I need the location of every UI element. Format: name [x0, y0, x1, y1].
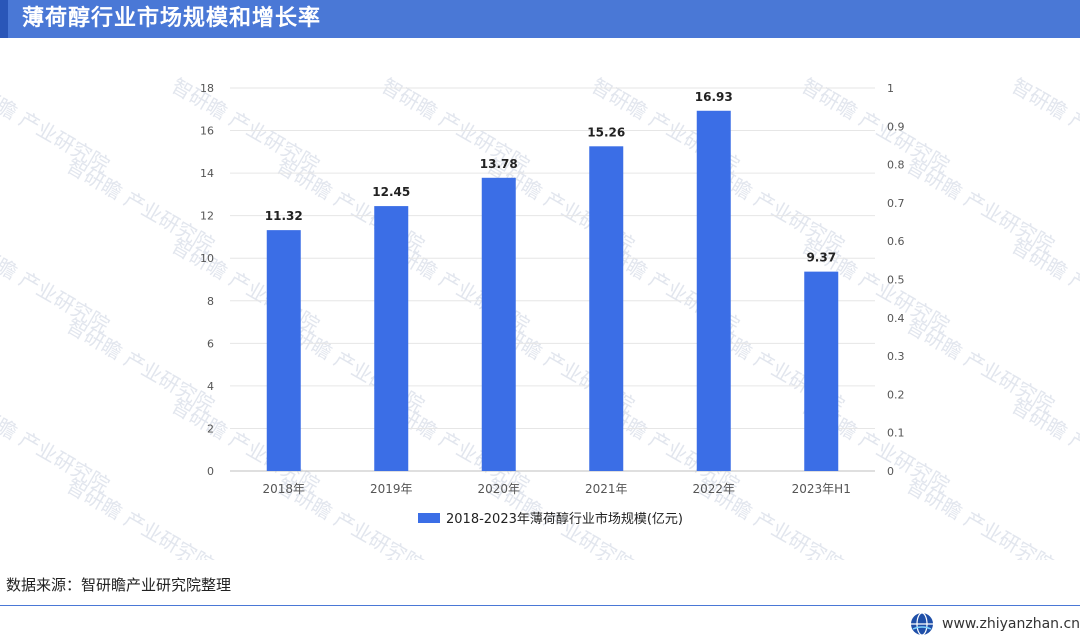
y-right-tick-label: 0.8 — [887, 159, 905, 172]
page-title: 薄荷醇行业市场规模和增长率 — [22, 6, 322, 31]
x-tick-label-4: 2022年 — [692, 482, 735, 496]
y-axis-right: 0 0.1 0.2 0.3 0.4 0.5 0.6 0.7 0.8 0.9 1 — [887, 82, 905, 478]
watermark-layer: 智研瞻 产业研究院 智研瞻 产业研究院 智研瞻 产业研究院 智研瞻 产业研究院 智研瞻 … — [0, 74, 1080, 560]
y-right-tick-label: 0.1 — [887, 427, 905, 440]
bar-5 — [804, 271, 839, 471]
grid-lines — [230, 87, 875, 472]
bar-3 — [589, 146, 624, 471]
watermark-text: 智研瞻 产业研究院 — [63, 474, 219, 560]
y-left-tick-label: 14 — [200, 167, 214, 180]
y-right-tick-label: 0 — [887, 465, 894, 478]
bar-0 — [266, 230, 301, 471]
y-left-tick-label: 10 — [200, 252, 214, 265]
globe-logo-icon — [911, 612, 933, 636]
bar-chart: 智研瞻 产业研究院 智研瞻 产业研究院 智研瞻 产业研究院 智研瞻 产业研究院 智研瞻 … — [0, 74, 1080, 560]
bars — [266, 110, 839, 472]
x-tick-label-1: 2019年 — [370, 482, 413, 496]
data-label-5: 9.37 — [806, 251, 836, 265]
y-axis-left: 0 2 4 6 8 10 12 14 16 18 — [200, 82, 214, 478]
footer-divider — [0, 605, 1080, 606]
data-label-1: 12.45 — [372, 185, 410, 199]
y-right-tick-label: 1 — [887, 82, 894, 95]
data-label-4: 16.93 — [695, 90, 733, 104]
y-left-tick-label: 12 — [200, 210, 214, 223]
y-right-tick-label: 0.4 — [887, 312, 905, 325]
y-right-tick-label: 0.9 — [887, 120, 905, 133]
source-note: 数据来源：智研瞻产业研究院整理 — [6, 576, 232, 594]
y-left-tick-label: 0 — [207, 465, 214, 478]
y-left-tick-label: 8 — [207, 295, 214, 308]
watermark-text: 智研瞻 产业研究院 — [0, 554, 114, 560]
data-label-2: 13.78 — [480, 157, 518, 171]
y-right-tick-label: 0.2 — [887, 388, 905, 401]
legend: 2018-2023年薄荷醇行业市场规模(亿元) — [418, 511, 683, 527]
watermark-text: 智研瞻 产业研究院 — [903, 474, 1059, 560]
y-right-tick-label: 0.3 — [887, 350, 905, 363]
bar-1 — [374, 206, 409, 471]
y-right-tick-label: 0.6 — [887, 235, 905, 248]
website-link[interactable]: www.zhiyanzhan.cn — [942, 616, 1080, 632]
y-left-tick-label: 4 — [207, 380, 214, 393]
data-labels: 11.32 12.45 13.78 15.26 16.93 9.37 — [265, 90, 836, 265]
legend-label: 2018-2023年薄荷醇行业市场规模(亿元) — [446, 511, 683, 527]
watermark-text: 智研瞻 产业研究院 — [1008, 234, 1080, 338]
x-axis: 2018年 2019年 2020年 2021年 2022年 2023年H1 — [262, 482, 850, 496]
y-right-tick-label: 0.7 — [887, 197, 905, 210]
data-label-0: 11.32 — [265, 209, 303, 223]
y-right-tick-label: 0.5 — [887, 274, 905, 287]
watermark-text: 智研瞻 产业研究院 — [0, 394, 114, 498]
header-accent — [0, 0, 8, 38]
x-tick-label-5: 2023年H1 — [792, 482, 851, 496]
x-tick-label-0: 2018年 — [262, 482, 305, 496]
x-tick-label-3: 2021年 — [585, 482, 628, 496]
watermark-text: 智研瞻 产业研究院 — [0, 74, 114, 178]
y-left-tick-label: 6 — [207, 337, 214, 350]
y-left-tick-label: 18 — [200, 82, 214, 95]
watermark-text: 智研瞻 产业研究院 — [1008, 74, 1080, 178]
watermark-text: 智研瞻 产业研究院 — [0, 234, 114, 338]
legend-swatch — [418, 513, 440, 523]
y-left-tick-label: 16 — [200, 125, 214, 138]
data-label-3: 15.26 — [587, 125, 625, 139]
bar-2 — [481, 177, 516, 471]
watermark-text: 智研瞻 产业研究院 — [1008, 394, 1080, 498]
header-bar: 薄荷醇行业市场规模和增长率 — [0, 0, 1080, 38]
bar-4 — [696, 110, 731, 472]
y-left-tick-label: 2 — [207, 422, 214, 435]
x-tick-label-2: 2020年 — [477, 482, 520, 496]
